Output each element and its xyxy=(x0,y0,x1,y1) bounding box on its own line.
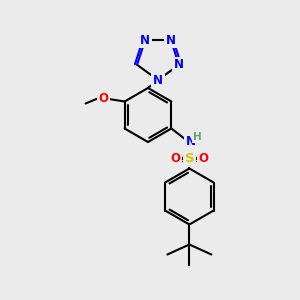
Text: N: N xyxy=(185,135,195,148)
Text: O: O xyxy=(198,152,208,165)
Text: N: N xyxy=(140,34,150,47)
Text: O: O xyxy=(99,92,109,105)
Text: N: N xyxy=(174,58,184,71)
Text: N: N xyxy=(166,34,176,47)
Text: S: S xyxy=(184,152,194,165)
Text: O: O xyxy=(170,152,180,165)
Text: N: N xyxy=(153,74,163,86)
Text: H: H xyxy=(193,131,202,142)
